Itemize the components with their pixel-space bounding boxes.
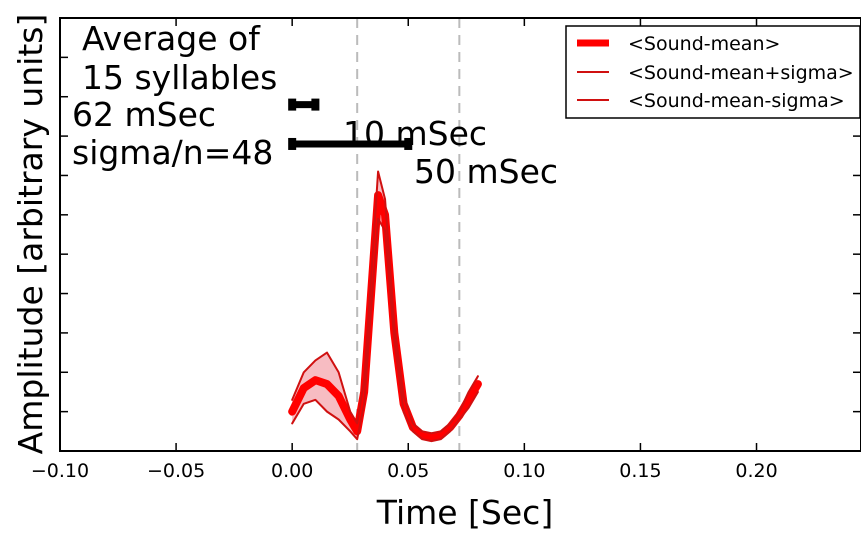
legend-label-minus-sigma: <Sound-mean-sigma>	[628, 90, 845, 112]
x-tick-label-2: 0.00	[271, 460, 313, 482]
plot-area: −0.10 −0.05 0.00 0.05 0.10 0.15 0.20	[31, 17, 861, 482]
scale-bar-50-label: 50 mSec	[414, 152, 558, 191]
scale-bar-0-end-0	[288, 98, 297, 111]
annotation-syllables: 15 syllables	[82, 58, 277, 97]
x-tick-label-0: −0.10	[31, 460, 89, 482]
annotation-average-of: Average of	[82, 19, 261, 58]
scale-bar-1-end-1	[404, 137, 413, 150]
y-axis-label: Amplitude [arbitrary units]	[11, 14, 50, 455]
series-line-0	[288, 191, 482, 442]
legend-label-mean: <Sound-mean>	[628, 33, 780, 55]
series-line-1	[291, 170, 479, 435]
legend-label-plus-sigma: <Sound-mean+sigma>	[628, 62, 854, 84]
x-tick-label-3: 0.05	[387, 460, 429, 482]
legend: <Sound-mean> <Sound-mean+sigma> <Sound-m…	[565, 25, 861, 119]
x-tick-label-5: 0.15	[619, 460, 661, 482]
annotation-sigma-n: sigma/n=48	[72, 133, 273, 172]
scale-bar-1-end-0	[288, 137, 297, 150]
x-tick-label-1: −0.05	[147, 460, 205, 482]
series-line-2	[291, 217, 479, 443]
annotation-duration: 62 mSec	[72, 95, 216, 134]
x-tick-label-6: 0.20	[735, 460, 777, 482]
scale-bar-10-label: 10 mSec	[343, 114, 487, 153]
x-tick-label-4: 0.10	[503, 460, 545, 482]
legend-box	[565, 25, 861, 119]
axes-frame	[59, 17, 861, 452]
x-axis-label: Time [Sec]	[376, 493, 553, 532]
scale-bar-0-end-1	[311, 98, 320, 111]
